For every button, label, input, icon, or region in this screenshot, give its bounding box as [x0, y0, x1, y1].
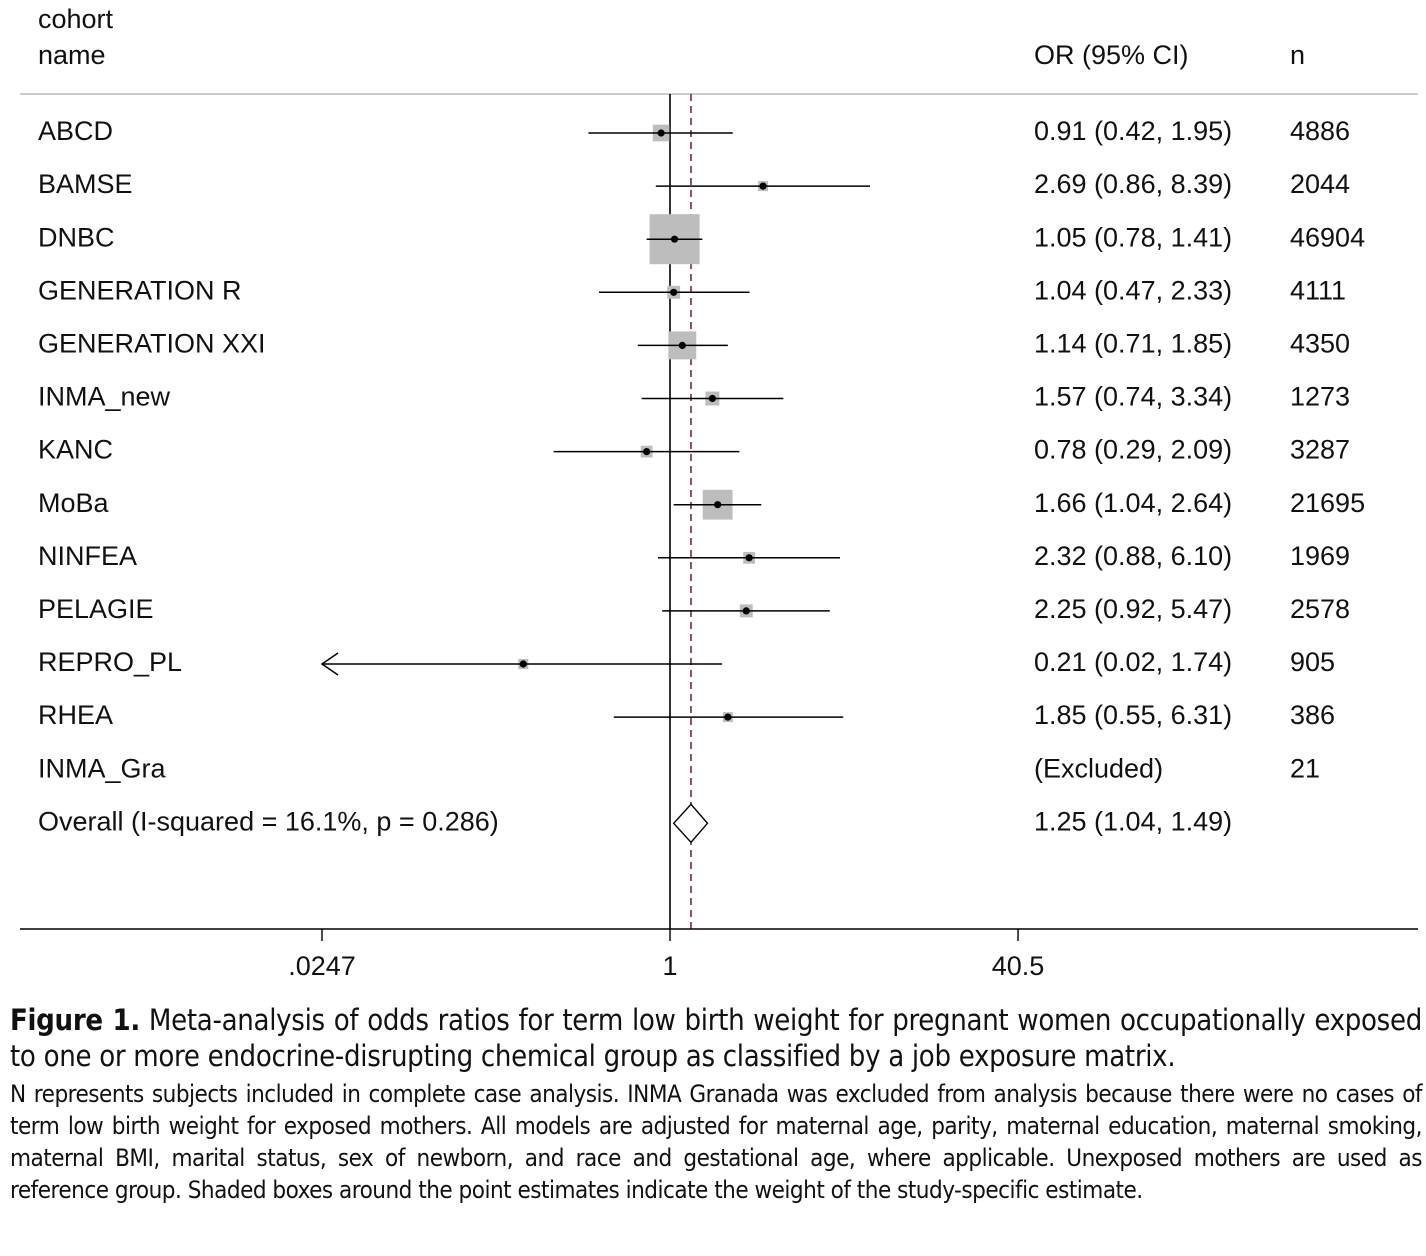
point-estimate [670, 235, 679, 243]
point-estimate [708, 394, 717, 403]
chart-marks: ABCD 0.91 (0.42, 1.95) 4886 BAMSE 2.69 (0.86… [20, 94, 1418, 981]
n-value: 4350 [1290, 329, 1350, 359]
or-ci-label: 2.25 (0.92, 5.47) [1034, 594, 1232, 624]
caption-label: Figure 1. [10, 1003, 140, 1037]
or-ci-label: 2.69 (0.86, 8.39) [1034, 169, 1232, 199]
point-estimate [745, 554, 753, 562]
n-value: 21 [1290, 753, 1320, 783]
overall-or-ci: 1.25 (1.04, 1.49) [1034, 806, 1232, 836]
overall-label: Overall (I-squared = 16.1%, p = 0.286) [38, 806, 499, 836]
point-estimate [714, 501, 722, 509]
or-ci-label: 0.21 (0.02, 1.74) [1034, 647, 1232, 677]
or-ci-label: 0.91 (0.42, 1.95) [1034, 116, 1232, 146]
cohort-name: NINFEA [38, 541, 137, 571]
figure-caption: Figure 1. Meta-analysis of odds ratios f… [10, 1002, 1423, 1206]
n-value: 3287 [1290, 435, 1350, 465]
n-value: 4886 [1290, 116, 1350, 146]
or-ci-label: 1.66 (1.04, 2.64) [1034, 488, 1232, 518]
header-name: name [38, 40, 106, 70]
cohort-name: DNBC [38, 222, 115, 252]
header-n: n [1290, 40, 1305, 70]
or-ci-label: 1.14 (0.71, 1.85) [1034, 329, 1232, 359]
caption-main: Figure 1. Meta-analysis of odds ratios f… [10, 1002, 1422, 1074]
or-ci-label: 0.78 (0.29, 2.09) [1034, 435, 1232, 465]
point-estimate [742, 607, 750, 615]
point-estimate [670, 288, 678, 296]
cohort-name: KANC [38, 435, 113, 465]
n-value: 4111 [1290, 275, 1346, 305]
cohort-name: INMA_Gra [38, 753, 167, 783]
point-estimate [657, 129, 665, 137]
header-or-ci: OR (95% CI) [1034, 40, 1189, 70]
n-value: 386 [1290, 700, 1335, 730]
point-estimate [643, 448, 651, 456]
cohort-name: INMA_new [38, 382, 171, 412]
header-cohort: cohort [38, 4, 114, 34]
x-tick-label: .0247 [288, 951, 356, 981]
point-estimate [759, 182, 767, 190]
cohort-name: GENERATION R [38, 275, 242, 305]
point-estimate [519, 660, 527, 668]
or-ci-label: 1.57 (0.74, 3.34) [1034, 382, 1232, 412]
point-estimate [678, 341, 686, 349]
or-ci-label: (Excluded) [1034, 753, 1163, 783]
point-estimate [724, 713, 732, 721]
x-tick-label: 40.5 [992, 951, 1045, 981]
cohort-name: ABCD [38, 116, 113, 146]
caption-text: Meta-analysis of odds ratios for term lo… [10, 1003, 1422, 1073]
cohort-name: PELAGIE [38, 594, 154, 624]
caption-note: N represents subjects included in comple… [10, 1080, 1423, 1204]
n-value: 21695 [1290, 488, 1365, 518]
cohort-name: REPRO_PL [38, 647, 182, 677]
or-ci-label: 1.05 (0.78, 1.41) [1034, 222, 1232, 252]
cohort-name: GENERATION XXI [38, 329, 266, 359]
n-value: 2578 [1290, 594, 1350, 624]
or-ci-label: 1.04 (0.47, 2.33) [1034, 275, 1232, 305]
forest-plot: cohort name OR (95% CI) n ABCD 0.91 (0.42… [20, 4, 1418, 981]
cohort-name: BAMSE [38, 169, 133, 199]
cohort-name: MoBa [38, 488, 110, 518]
x-tick-label: 1 [662, 951, 677, 981]
overall-diamond [672, 803, 709, 844]
n-value: 2044 [1290, 169, 1350, 199]
n-value: 1273 [1290, 382, 1350, 412]
or-ci-label: 2.32 (0.88, 6.10) [1034, 541, 1232, 571]
n-value: 46904 [1290, 222, 1365, 252]
or-ci-label: 1.85 (0.55, 6.31) [1034, 700, 1232, 730]
n-value: 905 [1290, 647, 1335, 677]
cohort-name: RHEA [38, 700, 113, 730]
n-value: 1969 [1290, 541, 1350, 571]
